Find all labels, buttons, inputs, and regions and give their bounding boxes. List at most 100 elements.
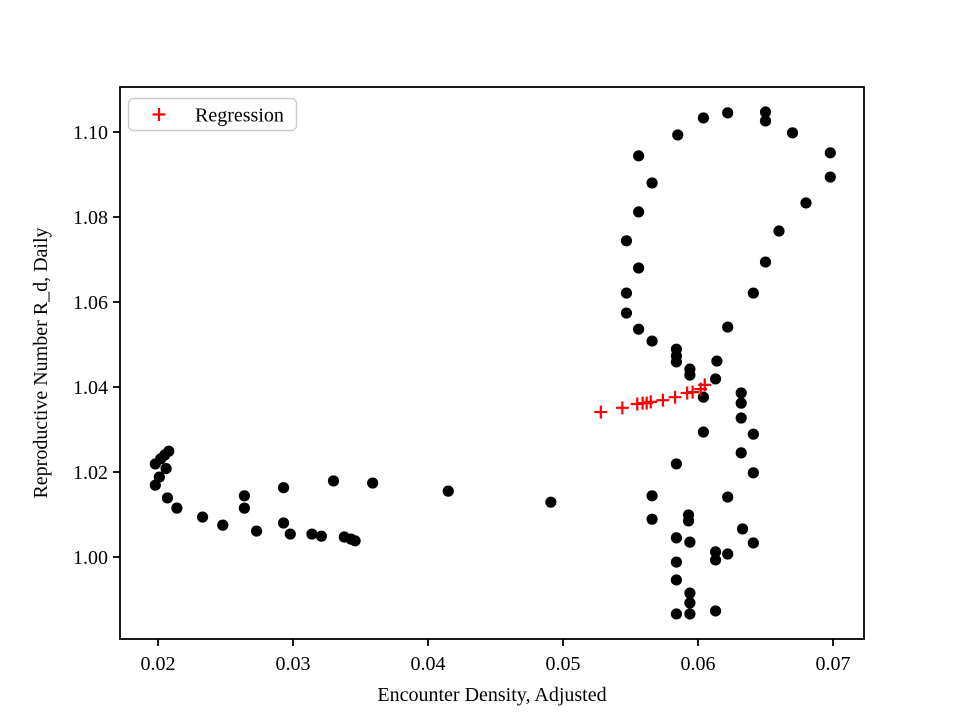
data-point: [747, 467, 759, 479]
data-point: [277, 482, 290, 494]
data-point: [747, 428, 759, 440]
data-points-layer: [149, 106, 836, 620]
data-point: [670, 356, 683, 368]
data-point: [315, 530, 327, 542]
data-point: [709, 554, 722, 566]
data-point: [217, 519, 229, 531]
data-point: [800, 197, 812, 209]
data-point: [722, 107, 734, 119]
data-point: [722, 548, 734, 560]
data-point: [367, 477, 379, 489]
data-point: [697, 391, 710, 403]
data-point: [171, 502, 183, 514]
data-point: [670, 458, 683, 470]
data-point: [773, 225, 785, 237]
data-point: [670, 574, 683, 586]
x-axis-ticks: 0.02 0.03 0.04 0.05 0.06 0.07: [141, 639, 851, 675]
data-point: [672, 129, 684, 141]
data-point: [786, 127, 799, 139]
data-point: [709, 605, 722, 617]
data-point: [736, 523, 749, 535]
y-axis-ticks: 1.00 1.02 1.04 1.06 1.08 1.10: [73, 122, 120, 569]
data-point: [620, 235, 633, 247]
data-point: [722, 491, 734, 503]
data-point: [633, 323, 645, 335]
data-point: [646, 335, 658, 347]
y-axis-label: Reproductive Number R_d, Daily: [30, 227, 52, 498]
x-tick-label: 0.04: [411, 653, 446, 675]
data-point: [670, 556, 683, 568]
regression-point: [615, 401, 629, 415]
data-point: [670, 608, 683, 620]
legend-box: [127, 97, 298, 132]
y-tick-label: 1.06: [73, 292, 108, 314]
data-point: [709, 373, 722, 385]
data-point: [759, 256, 772, 268]
data-point: [620, 287, 633, 299]
data-point: [646, 177, 658, 189]
data-point: [697, 426, 710, 438]
regression-point: [668, 390, 682, 404]
x-tick-label: 0.02: [141, 653, 176, 675]
data-point: [327, 475, 340, 487]
data-point: [161, 492, 174, 504]
data-point: [545, 496, 557, 508]
plot-frame: [119, 86, 865, 640]
data-point: [238, 490, 251, 502]
data-point: [277, 517, 290, 529]
data-point: [684, 597, 696, 609]
data-point: [633, 262, 645, 274]
data-point: [684, 587, 696, 599]
y-tick-label: 1.02: [73, 462, 108, 484]
data-point: [709, 546, 722, 558]
data-point: [160, 463, 172, 475]
data-point: [646, 490, 658, 502]
x-axis-label: Encounter Density, Adjusted: [377, 684, 606, 706]
data-point: [149, 479, 161, 491]
x-tick-label: 0.05: [546, 653, 581, 675]
y-tick-label: 1.10: [73, 122, 108, 144]
data-point: [711, 355, 723, 367]
x-tick-label: 0.07: [816, 653, 851, 675]
data-point: [759, 115, 772, 127]
data-point: [735, 447, 747, 459]
data-point: [824, 171, 836, 183]
data-point: [682, 515, 695, 527]
x-tick-label: 0.03: [276, 653, 311, 675]
regression-point: [686, 385, 700, 399]
data-point: [349, 535, 361, 547]
data-point: [284, 528, 296, 540]
data-point: [684, 608, 696, 620]
data-point: [306, 528, 318, 540]
x-tick-label: 0.06: [681, 653, 716, 675]
regression-point: [644, 395, 658, 409]
data-point: [196, 511, 209, 523]
regression-point: [698, 378, 712, 392]
data-point: [824, 147, 836, 159]
data-point: [747, 287, 759, 299]
data-point: [697, 112, 710, 124]
data-point: [238, 502, 251, 514]
y-tick-label: 1.04: [73, 377, 108, 399]
data-point: [620, 307, 633, 319]
data-point: [684, 536, 696, 548]
data-point: [250, 525, 263, 537]
data-point: [735, 397, 747, 409]
legend-plus-marker-icon: [152, 108, 166, 121]
y-tick-label: 1.08: [73, 207, 108, 229]
data-point: [747, 537, 759, 549]
data-point: [149, 458, 161, 470]
data-point: [735, 387, 747, 399]
data-point: [735, 412, 747, 424]
y-tick-label: 1.00: [73, 547, 108, 569]
data-point: [684, 369, 696, 381]
regression-point: [656, 393, 670, 407]
data-point: [759, 106, 772, 118]
legend: Regression: [127, 97, 298, 132]
regression-point: [594, 405, 608, 419]
data-point: [722, 321, 734, 333]
data-point: [633, 206, 645, 218]
data-point: [633, 150, 645, 162]
